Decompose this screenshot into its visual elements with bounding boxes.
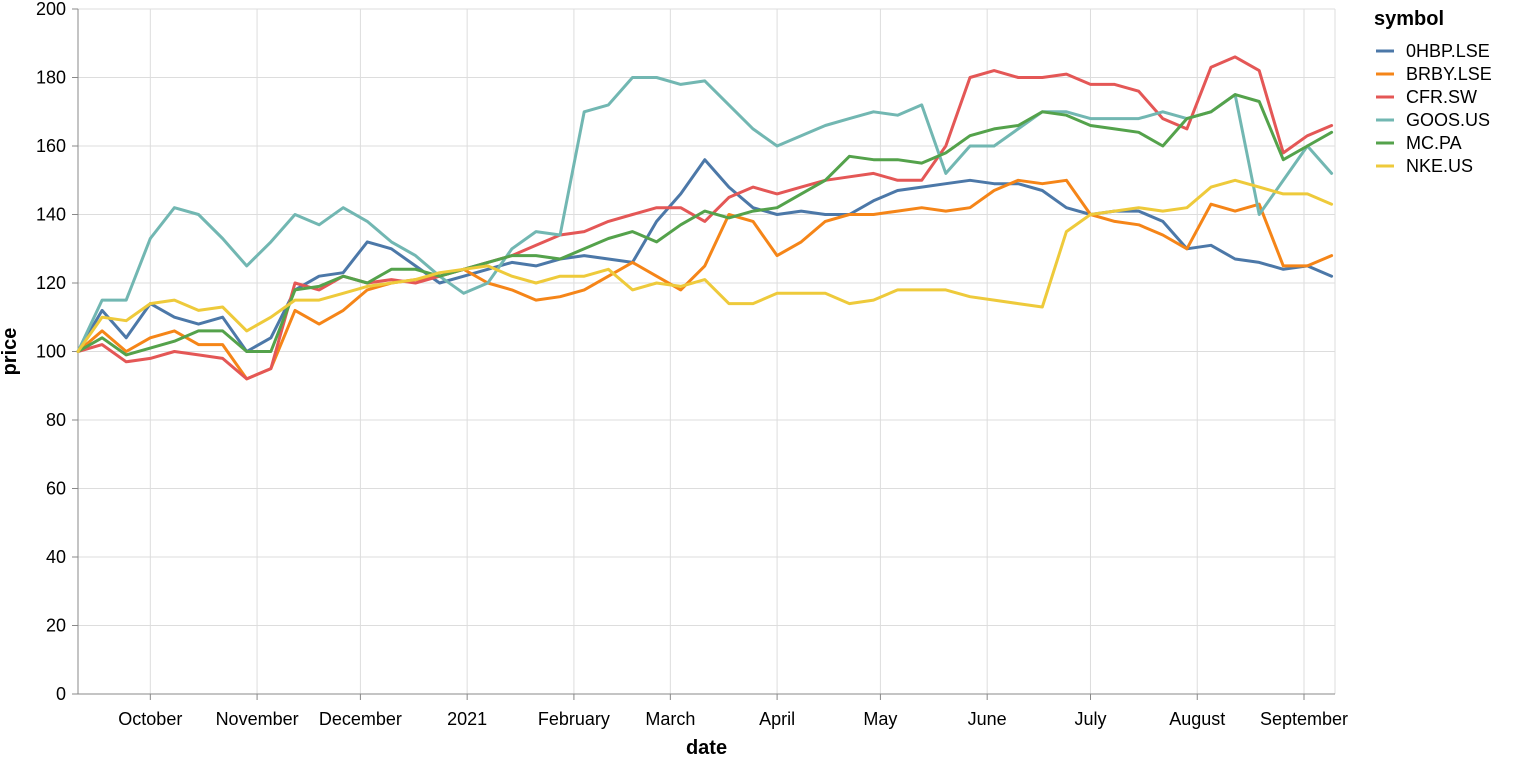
y-tick-label: 140 xyxy=(36,205,66,225)
legend-label: CFR.SW xyxy=(1406,87,1477,107)
series-line-0hbp-lse xyxy=(76,158,1334,353)
x-axis-title: date xyxy=(686,737,727,759)
y-axis-title: price xyxy=(0,328,21,376)
legend: symbol 0HBP.LSE BRBY.LSE CFR.SW GOOS.US MC.P… xyxy=(1374,8,1492,176)
y-tick-label: 60 xyxy=(46,479,66,499)
legend-label: BRBY.LSE xyxy=(1406,64,1492,84)
series-line-nke-us xyxy=(76,178,1334,353)
x-tick-label: September xyxy=(1260,709,1348,729)
y-tick-label: 200 xyxy=(36,0,66,19)
y-tick-label: 160 xyxy=(36,136,66,156)
axes: 0 20 40 60 80 100 120 140 160 180 200 October Novemb… xyxy=(36,0,1348,729)
x-tick-label: 2021 xyxy=(447,709,487,729)
y-tick-label: 180 xyxy=(36,68,66,88)
series-line-goos-us xyxy=(76,76,1334,353)
x-tick-label: May xyxy=(863,709,897,729)
x-tick-label: February xyxy=(538,709,610,729)
x-tick-label: June xyxy=(968,709,1007,729)
x-tick-label: December xyxy=(319,709,402,729)
x-tick-label: April xyxy=(759,709,795,729)
legend-title: symbol xyxy=(1374,8,1444,30)
legend-label: MC.PA xyxy=(1406,133,1462,153)
legend-label: NKE.US xyxy=(1406,156,1473,176)
y-tick-label: 20 xyxy=(46,616,66,636)
y-tick-label: 40 xyxy=(46,547,66,567)
x-tick-label: March xyxy=(645,709,695,729)
y-tick-label: 0 xyxy=(56,684,66,704)
y-tick-label: 80 xyxy=(46,410,66,430)
series-lines xyxy=(76,55,1334,381)
series-line-cfr-sw xyxy=(76,55,1334,381)
y-tick-label: 120 xyxy=(36,273,66,293)
y-tick-label: 100 xyxy=(36,342,66,362)
x-tick-label: October xyxy=(118,709,182,729)
series-line-brby-lse xyxy=(76,178,1334,381)
x-tick-label: August xyxy=(1169,709,1225,729)
legend-label: 0HBP.LSE xyxy=(1406,41,1490,61)
x-tick-label: November xyxy=(216,709,299,729)
x-tick-label: July xyxy=(1074,709,1106,729)
legend-label: GOOS.US xyxy=(1406,110,1490,130)
series-line-mc-pa xyxy=(76,93,1334,357)
